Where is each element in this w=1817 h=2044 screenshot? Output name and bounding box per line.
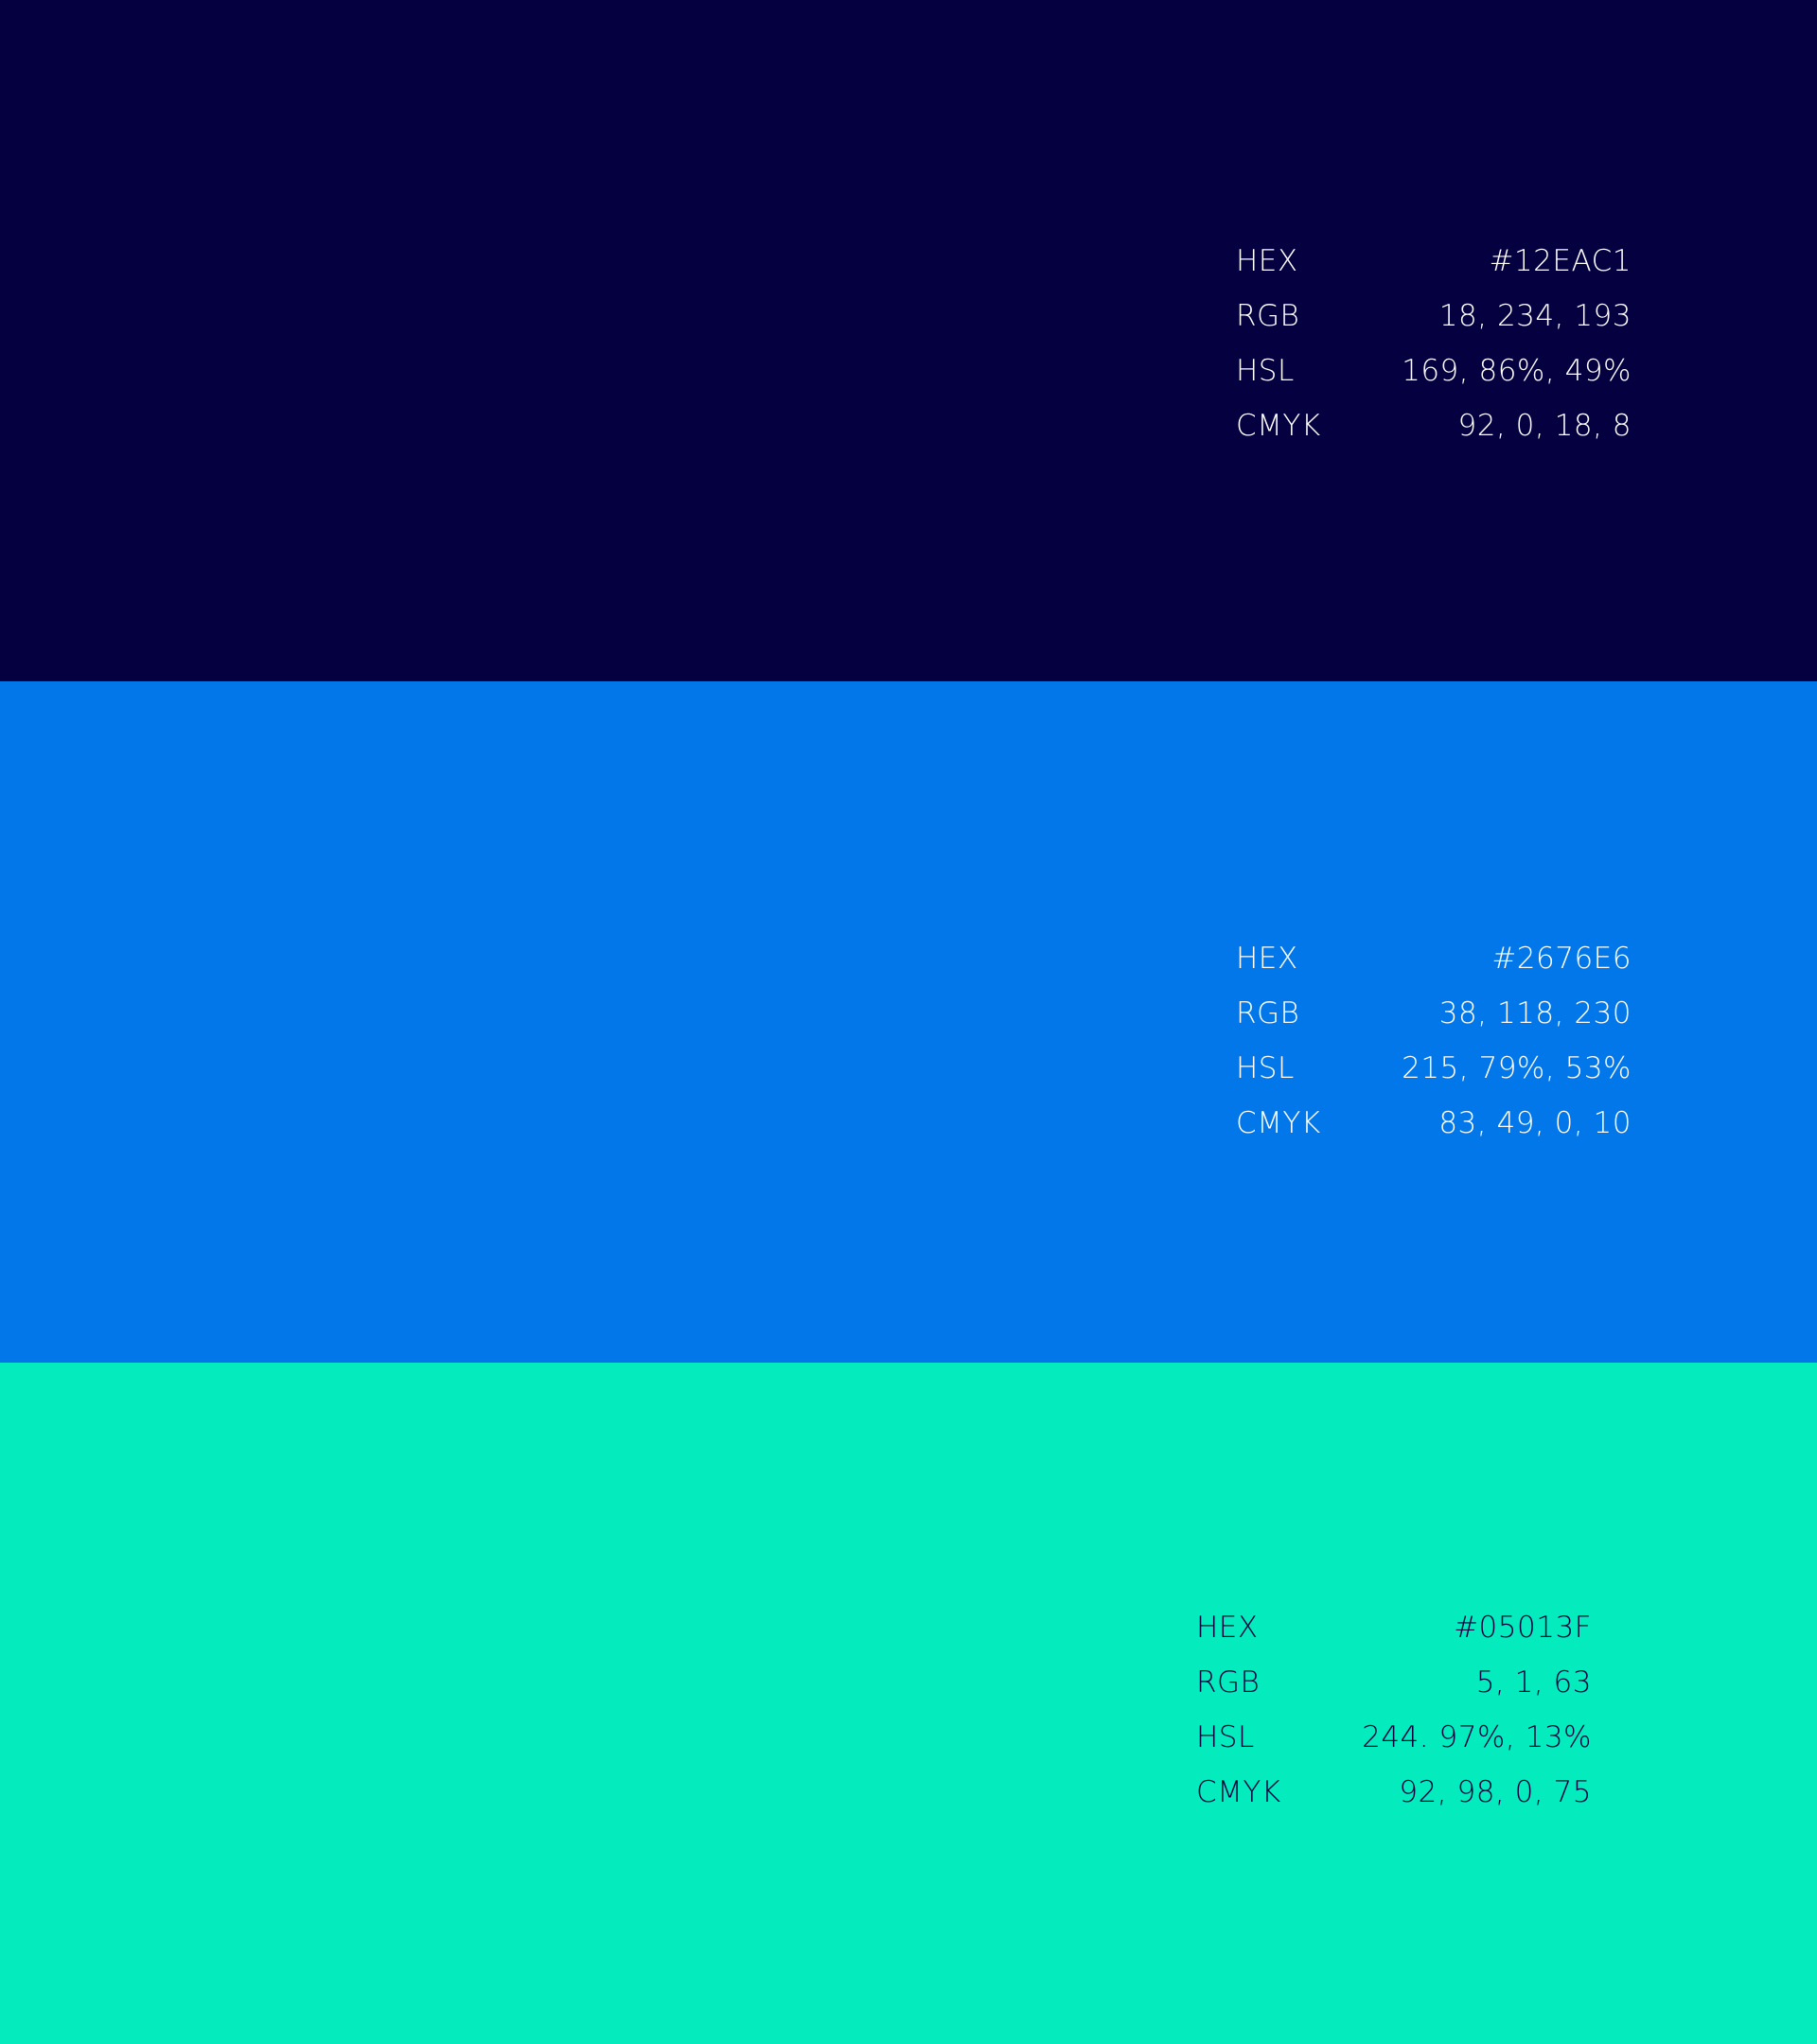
spec-label: RGB — [1236, 996, 1300, 1031]
color-swatch-aqua: HEX #05013F RGB 5, 1, 63 HSL 244. 97%, 13% … — [0, 1363, 1817, 2044]
spec-label: CMYK — [1236, 1106, 1321, 1140]
spec-value: 5, 1, 63 — [1475, 1665, 1592, 1700]
spec-label: HSL — [1196, 1720, 1255, 1754]
spec-value: #12EAC1 — [1489, 244, 1632, 278]
spec-value: 244. 97%, 13% — [1362, 1720, 1592, 1754]
color-swatch-dark-navy: HEX #12EAC1 RGB 18, 234, 193 HSL 169, 86%, … — [0, 0, 1817, 681]
spec-label: HEX — [1236, 244, 1298, 278]
spec-row-rgb: RGB 18, 234, 193 — [1236, 289, 1632, 344]
spec-row-hex: HEX #12EAC1 — [1236, 234, 1632, 289]
spec-row-hex: HEX #2676E6 — [1236, 931, 1632, 986]
color-swatch-blue: HEX #2676E6 RGB 38, 118, 230 HSL 215, 79%, … — [0, 681, 1817, 1363]
spec-value: 92, 0, 18, 8 — [1457, 409, 1632, 443]
spec-row-hex: HEX #05013F — [1196, 1600, 1592, 1655]
spec-value: 38, 118, 230 — [1438, 996, 1632, 1031]
spec-label: CMYK — [1196, 1775, 1281, 1809]
color-spec-table: HEX #2676E6 RGB 38, 118, 230 HSL 215, 79%, … — [1236, 931, 1632, 1151]
spec-label: RGB — [1196, 1665, 1261, 1700]
spec-row-hsl: HSL 169, 86%, 49% — [1236, 344, 1632, 398]
color-spec-table: HEX #12EAC1 RGB 18, 234, 193 HSL 169, 86%, … — [1236, 234, 1632, 453]
spec-row-hsl: HSL 215, 79%, 53% — [1236, 1041, 1632, 1096]
spec-value: 83, 49, 0, 10 — [1438, 1106, 1632, 1140]
spec-row-cmyk: CMYK 92, 0, 18, 8 — [1236, 398, 1632, 453]
spec-label: RGB — [1236, 299, 1300, 333]
spec-label: CMYK — [1236, 409, 1321, 443]
spec-value: 92, 98, 0, 75 — [1399, 1775, 1592, 1809]
spec-row-hsl: HSL 244. 97%, 13% — [1196, 1710, 1592, 1765]
spec-row-cmyk: CMYK 92, 98, 0, 75 — [1196, 1765, 1592, 1820]
spec-label: HEX — [1236, 942, 1298, 976]
spec-row-cmyk: CMYK 83, 49, 0, 10 — [1236, 1096, 1632, 1151]
spec-value: #2676E6 — [1491, 942, 1632, 976]
spec-row-rgb: RGB 38, 118, 230 — [1236, 986, 1632, 1041]
spec-row-rgb: RGB 5, 1, 63 — [1196, 1655, 1592, 1710]
spec-value: 169, 86%, 49% — [1402, 354, 1632, 388]
spec-label: HEX — [1196, 1611, 1259, 1645]
spec-label: HSL — [1236, 1051, 1295, 1085]
spec-value: 18, 234, 193 — [1438, 299, 1632, 333]
spec-value: #05013F — [1454, 1611, 1592, 1645]
color-spec-table: HEX #05013F RGB 5, 1, 63 HSL 244. 97%, 13% … — [1196, 1600, 1592, 1820]
spec-label: HSL — [1236, 354, 1295, 388]
spec-value: 215, 79%, 53% — [1402, 1051, 1632, 1085]
